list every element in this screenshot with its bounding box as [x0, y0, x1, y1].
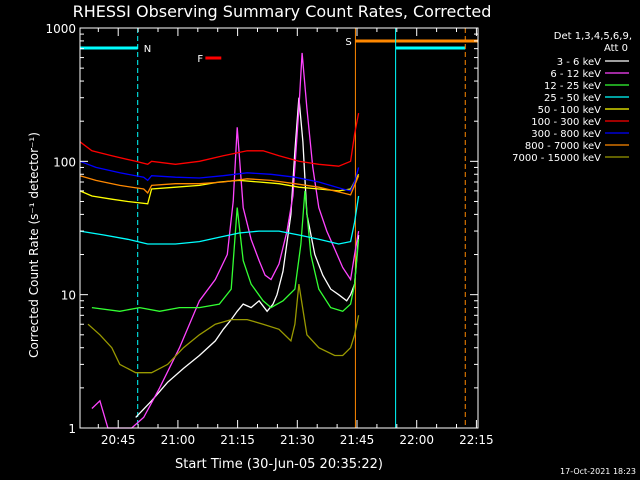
series-line — [79, 112, 360, 167]
series-line — [79, 160, 360, 192]
plot-frame — [79, 27, 479, 429]
y-tick-label: 10 — [61, 289, 76, 303]
x-tick-label: 22:00 — [399, 433, 434, 447]
y-tick-label: 100 — [53, 155, 76, 169]
series-line — [87, 283, 360, 374]
legend-entry-label: 50 - 100 keV — [538, 105, 602, 116]
x-tick-label: 21:00 — [161, 433, 196, 447]
x-tick-label: 22:15 — [459, 433, 494, 447]
x-tick-label: 20:45 — [101, 433, 136, 447]
legend-entry-label: 800 - 7000 keV — [525, 141, 601, 152]
legend-title: Det 1,3,4,5,6,9, — [554, 31, 632, 42]
x-tick-label: 21:15 — [220, 433, 255, 447]
axes-layer: 20:45 21:00 21:15 21:30 21:45 22:00 22:15 1 10 10… — [45, 22, 493, 447]
x-tick-label: 21:45 — [340, 433, 375, 447]
legend-entry-label: 25 - 50 keV — [544, 93, 601, 104]
series-line — [91, 52, 360, 429]
series-layer — [79, 52, 360, 429]
legend-entry-label: 6 - 12 keV — [550, 69, 601, 80]
annotation-label: N — [144, 44, 151, 55]
series-line — [79, 195, 360, 245]
instrument-state-annotations: N F S — [80, 28, 478, 428]
series-line — [91, 190, 360, 313]
x-axis-label: Start Time (30-Jun-05 20:35:22) — [175, 457, 383, 472]
y-tick-label: 1000 — [45, 22, 76, 36]
legend-entry-label: 100 - 300 keV — [531, 117, 601, 128]
legend-entry-label: 7000 - 15000 keV — [512, 153, 601, 164]
annotation-label: S — [345, 37, 351, 48]
y-tick-label: 1 — [68, 422, 76, 436]
x-tick-label: 21:30 — [280, 433, 315, 447]
y-axis-label: Corrected Count Rate (s⁻¹ detector⁻¹) — [27, 132, 41, 358]
series-line — [79, 175, 360, 196]
legend-subtitle: Att 0 — [604, 43, 628, 54]
footer-timestamp: 17-Oct-2021 18:23 — [560, 467, 636, 476]
legend-entry-label: 3 - 6 keV — [557, 57, 601, 68]
legend-entry-label: 12 - 25 keV — [544, 81, 601, 92]
legend-entry-label: 300 - 800 keV — [531, 129, 601, 140]
chart-title: RHESSI Observing Summary Count Rates, Co… — [73, 2, 492, 21]
series-line — [135, 97, 360, 418]
annotation-label: F — [197, 54, 203, 65]
